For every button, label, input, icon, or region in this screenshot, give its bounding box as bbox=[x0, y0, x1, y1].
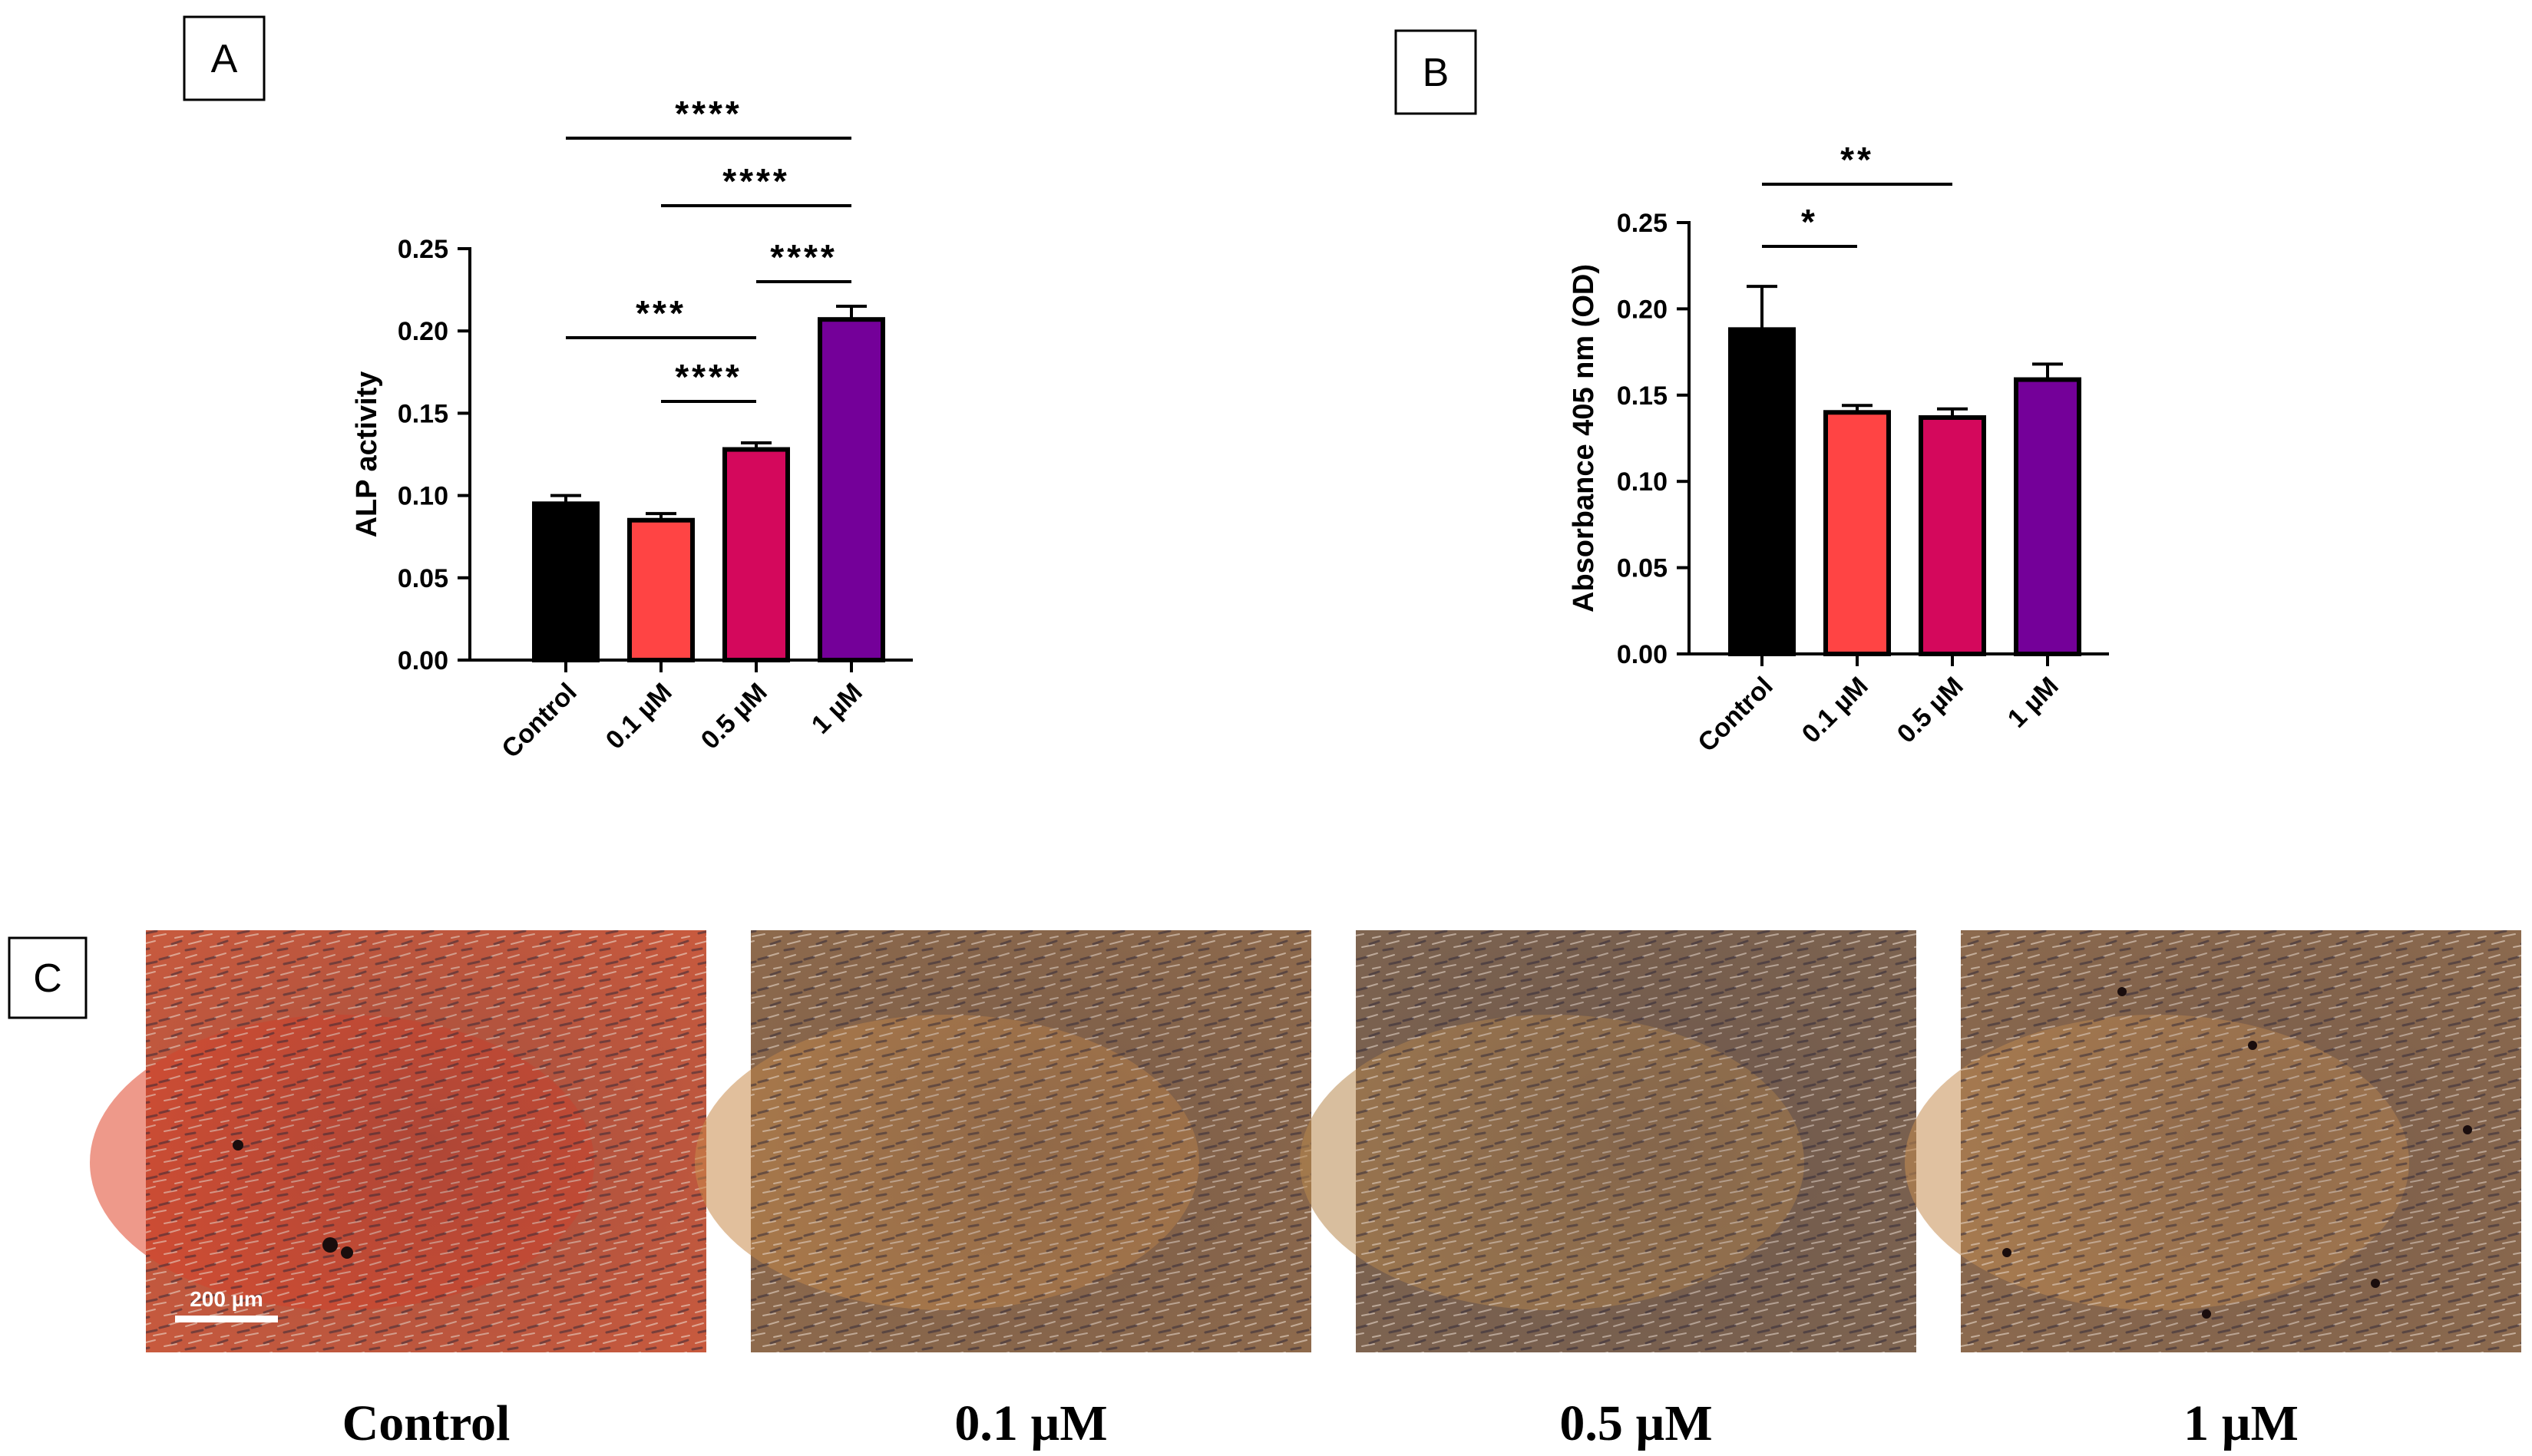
significance-label: **** bbox=[722, 161, 790, 201]
micrograph-row: 200 µm Control 0.1 µM 0.5 µM 1 µM bbox=[90, 930, 2521, 1451]
micrograph-caption: Control bbox=[342, 1395, 511, 1451]
y-tick-label: 0.15 bbox=[398, 399, 448, 428]
bar-2 bbox=[627, 517, 695, 663]
bar-4 bbox=[2014, 377, 2081, 656]
y-tick-label: 0.10 bbox=[398, 482, 448, 511]
micrograph-caption: 0.5 µM bbox=[1559, 1395, 1712, 1451]
chart-b-absorbance: 0.00 0.05 0.10 0.15 0.20 0.25 Absorbance 405 n… bbox=[1568, 140, 2109, 758]
significance-label: ** bbox=[1840, 140, 1874, 180]
y-tick-label: 0.05 bbox=[1617, 554, 1668, 583]
x-tick-label: 1 µM bbox=[2002, 672, 2064, 734]
cell-shading bbox=[751, 930, 1311, 1352]
y-tick-label: 0.20 bbox=[1617, 295, 1668, 324]
y-tick-label: 0.15 bbox=[1617, 381, 1668, 411]
x-tick-label: 0.5 µM bbox=[1892, 672, 1969, 749]
scale-bar bbox=[175, 1316, 278, 1322]
y-tick-label: 0.00 bbox=[398, 646, 448, 675]
y-tick-label: 0.00 bbox=[1617, 640, 1668, 669]
cell-shading bbox=[1961, 930, 2521, 1352]
svg-text:A: A bbox=[211, 37, 238, 81]
x-tick-label: 0.5 µM bbox=[696, 678, 773, 755]
svg-text:B: B bbox=[1423, 51, 1449, 95]
y-tick-label: 0.25 bbox=[398, 235, 448, 264]
x-tick-label: Control bbox=[1692, 672, 1778, 758]
micrograph-3 bbox=[1300, 930, 1916, 1352]
x-tick-label: Control bbox=[496, 678, 582, 764]
chart-a-alp-activity: 0.00 0.05 0.10 0.15 0.20 0.25 ALP activity Cont… bbox=[351, 94, 913, 764]
nodule bbox=[322, 1237, 338, 1253]
svg-text:C: C bbox=[33, 956, 62, 1001]
significance-label: **** bbox=[675, 357, 742, 397]
nodule bbox=[2463, 1125, 2472, 1134]
micrograph-4 bbox=[1905, 930, 2521, 1352]
nodule bbox=[233, 1140, 243, 1151]
panel-label-c: C bbox=[8, 936, 88, 1019]
micrograph-caption: 0.1 µM bbox=[954, 1395, 1107, 1451]
significance-label: **** bbox=[675, 94, 742, 134]
bar-3 bbox=[1919, 415, 1986, 656]
nodule bbox=[2371, 1279, 2380, 1288]
significance-label: **** bbox=[770, 237, 838, 277]
y-axis-label: Absorbance 405 nm (OD) bbox=[1568, 264, 1600, 612]
bar-2 bbox=[1823, 410, 1891, 657]
micrograph-1: 200 µm bbox=[90, 930, 706, 1352]
y-tick-label: 0.25 bbox=[1617, 209, 1668, 238]
x-tick-label: 0.1 µM bbox=[600, 678, 678, 755]
nodule bbox=[2117, 987, 2127, 996]
nodule bbox=[2002, 1248, 2011, 1257]
significance-label: * bbox=[1801, 202, 1818, 242]
y-tick-label: 0.05 bbox=[398, 564, 448, 593]
micrograph-2 bbox=[695, 930, 1311, 1352]
bar-3 bbox=[722, 447, 790, 662]
bar-4 bbox=[818, 317, 885, 662]
bar-1 bbox=[1728, 327, 1796, 656]
panel-label-a: A bbox=[183, 15, 266, 101]
panel-label-b: B bbox=[1394, 29, 1477, 115]
nodule bbox=[341, 1246, 353, 1259]
x-tick-label: 0.1 µM bbox=[1797, 672, 1874, 749]
y-axis-label: ALP activity bbox=[351, 371, 383, 538]
nodule bbox=[2202, 1309, 2211, 1319]
x-tick-label: 1 µM bbox=[806, 678, 868, 740]
nodule bbox=[2248, 1041, 2257, 1050]
cell-shading bbox=[1356, 930, 1916, 1352]
significance-label: *** bbox=[636, 293, 686, 333]
micrograph-caption: 1 µM bbox=[2183, 1395, 2299, 1451]
bar-1 bbox=[532, 501, 600, 662]
scale-bar-label: 200 µm bbox=[190, 1287, 263, 1311]
y-tick-label: 0.10 bbox=[1617, 467, 1668, 497]
y-tick-label: 0.20 bbox=[398, 317, 448, 346]
